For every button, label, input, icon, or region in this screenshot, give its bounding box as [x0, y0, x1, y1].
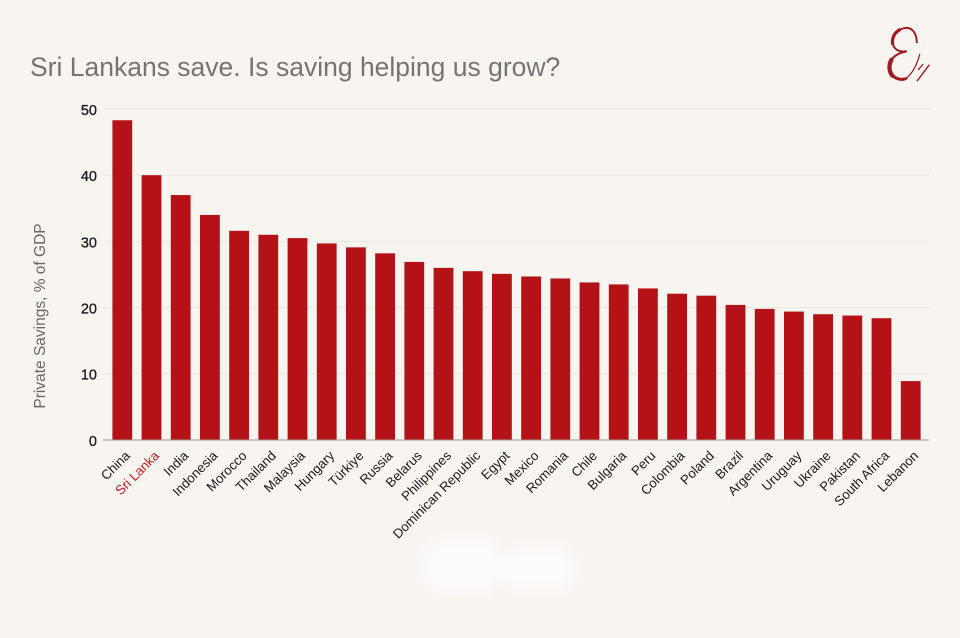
- svg-text:10: 10: [81, 368, 97, 384]
- svg-text:40: 40: [81, 169, 97, 185]
- svg-text:Private Savings, % of GDP: Private Savings, % of GDP: [32, 223, 49, 408]
- svg-text:Poland: Poland: [677, 448, 717, 488]
- svg-text:50: 50: [81, 103, 97, 119]
- svg-text:0: 0: [89, 434, 97, 450]
- svg-text:30: 30: [81, 235, 97, 251]
- svg-text:20: 20: [81, 302, 97, 318]
